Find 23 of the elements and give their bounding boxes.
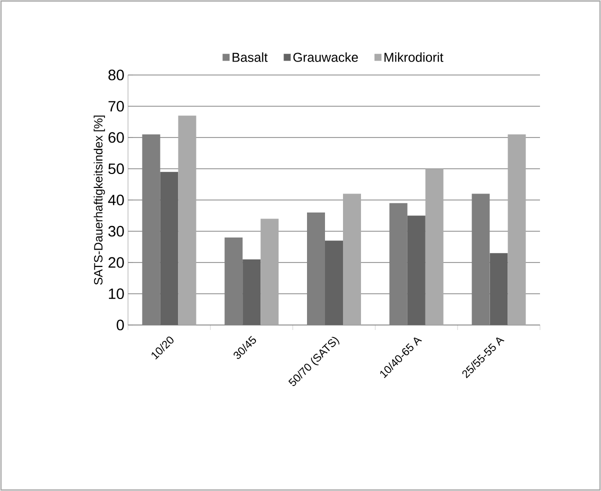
- y-tick-label: 40: [108, 194, 124, 206]
- legend-label: Mikrodiorit: [384, 52, 444, 62]
- bar: [325, 240, 343, 325]
- bar: [508, 134, 526, 325]
- y-tick-label: 30: [108, 226, 124, 237]
- y-tick-label: 80: [108, 70, 124, 80]
- bar: [490, 253, 508, 325]
- bar: [343, 194, 362, 325]
- y-tick-label: 20: [108, 257, 124, 268]
- bar: [242, 259, 261, 325]
- y-tick-label: 10: [108, 288, 124, 300]
- y-tick-label: 60: [108, 132, 124, 143]
- y-tick-label: 0: [116, 320, 124, 330]
- y-tick-label: 70: [108, 100, 124, 112]
- bar: [160, 172, 178, 325]
- legend-label: Basalt: [232, 52, 268, 62]
- y-tick-label: 50: [108, 163, 124, 174]
- bar: [260, 218, 279, 325]
- bar: [425, 168, 444, 325]
- bar: [178, 116, 196, 325]
- legend-label: Grauwacke: [293, 52, 358, 62]
- y-axis-title: SATS-Dauerhaftigkeitsindex [%]: [94, 116, 105, 285]
- bar: [407, 216, 426, 325]
